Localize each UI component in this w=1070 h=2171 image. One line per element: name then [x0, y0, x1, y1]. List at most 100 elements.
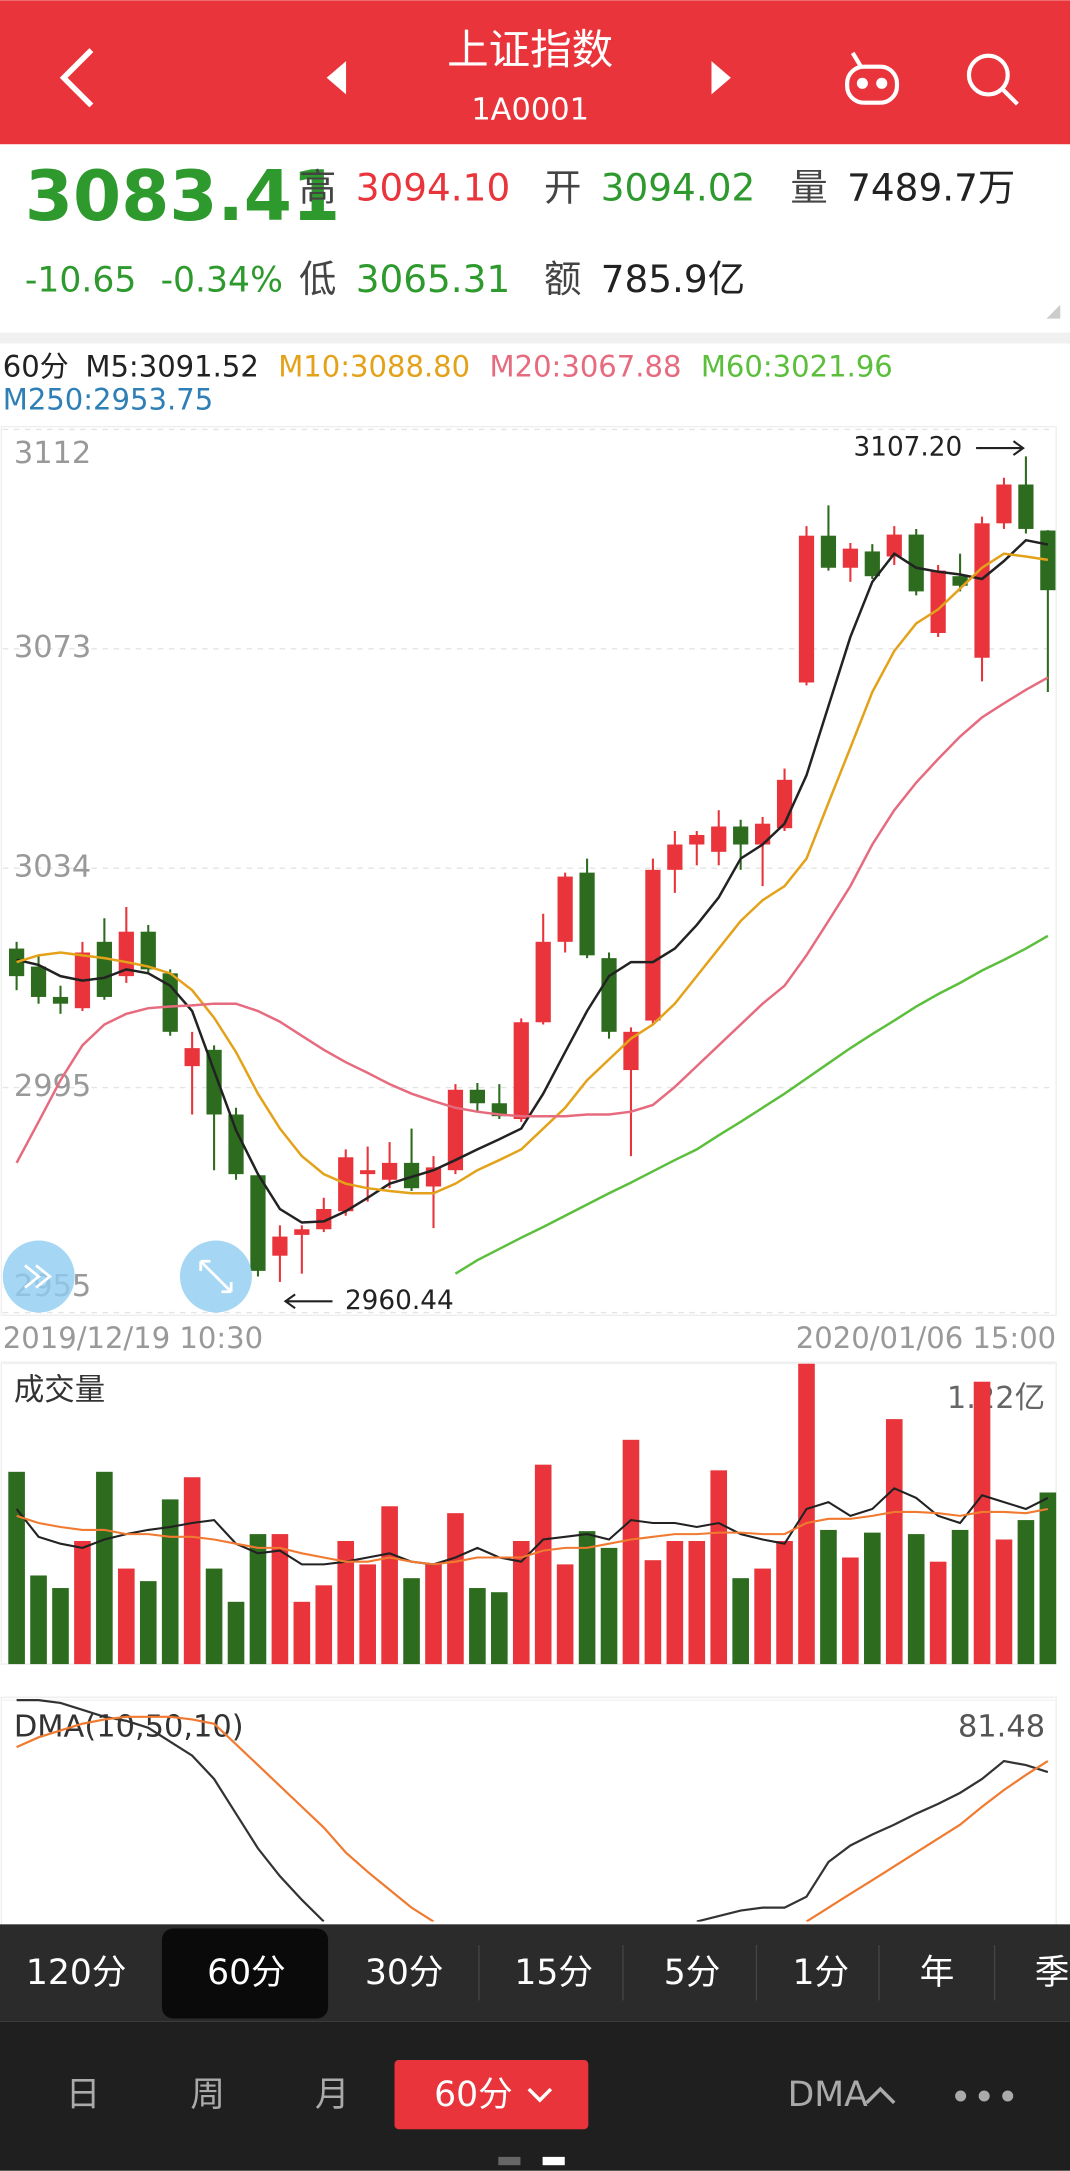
period-tab[interactable]: 30分 [365, 1953, 444, 1993]
candle-body [820, 535, 837, 568]
candle-body [886, 534, 902, 557]
panel-title: DMA(10,50,10) [14, 1709, 244, 1744]
volume-bar [491, 1592, 508, 1665]
day-button[interactable]: 日 [66, 2075, 101, 2115]
plots: 3112307330342995295560分M5:3091.52M10:308… [2, 349, 1057, 1922]
tab-selected-bg [161, 1928, 329, 2019]
candle-body [250, 1175, 266, 1271]
candle-body [689, 834, 705, 845]
volume-bar [644, 1560, 662, 1665]
max-label: 3107.20 [853, 433, 962, 463]
next-button[interactable] [711, 61, 731, 95]
volume-bar [447, 1513, 464, 1665]
y-tick-label: 3112 [14, 436, 91, 471]
candle-body [864, 551, 880, 577]
volume-bar [30, 1575, 47, 1665]
period-tab[interactable]: 1分 [793, 1953, 850, 1993]
candle-body [162, 973, 178, 1032]
candle-body [360, 1170, 376, 1175]
period-tab[interactable]: 5分 [664, 1953, 721, 1993]
period-button[interactable] [394, 2059, 589, 2130]
candle-body [798, 535, 815, 683]
candle-body [579, 872, 595, 956]
volume-bar [666, 1540, 684, 1665]
candle-body [294, 1229, 310, 1235]
candle-body [667, 844, 683, 870]
volume-bar [183, 1477, 201, 1665]
legend-entry: M5:3091.52 [85, 349, 258, 383]
back-button[interactable] [59, 48, 94, 108]
candle-body [118, 931, 134, 977]
min-label: 2960.44 [345, 1286, 454, 1316]
period-label: 60分 [3, 349, 69, 383]
candle-body [974, 523, 990, 658]
volume-bar [864, 1532, 881, 1665]
period-tab[interactable]: 120分 [26, 1953, 127, 1993]
period-tab[interactable]: 季 [1035, 1953, 1070, 1993]
volume-bar [74, 1540, 91, 1665]
candle-body [842, 548, 858, 568]
candle-body [272, 1236, 288, 1256]
ma-line [15, 676, 1049, 1164]
candle-body [403, 1162, 420, 1189]
high-value: 3094.10 [356, 165, 511, 209]
candle-body [601, 958, 617, 1032]
volume-bar [1017, 1520, 1035, 1665]
page-dot [542, 2156, 565, 2166]
period-tab[interactable]: 15分 [514, 1953, 593, 1993]
y-tick-label: 1.22亿 [947, 1381, 1045, 1416]
search-icon[interactable] [966, 53, 1019, 106]
expand-corner[interactable] [1046, 304, 1061, 319]
volume-bar [951, 1529, 969, 1665]
volume-bar [622, 1439, 640, 1665]
y-tick-label: 3034 [14, 850, 91, 885]
month-button[interactable]: 月 [315, 2075, 350, 2115]
week-button[interactable]: 周 [190, 2075, 225, 2115]
volume-bar [8, 1471, 25, 1665]
min-arrow [283, 1293, 333, 1310]
low-label: 低 [299, 257, 336, 301]
candle-body [381, 1162, 398, 1180]
period-button-label: 60分 [434, 2075, 513, 2115]
robot-icon[interactable] [845, 51, 900, 105]
amount-label: 额 [544, 257, 581, 301]
amount-value: 785.9亿 [601, 257, 745, 301]
candle-body [184, 1048, 200, 1067]
high-label: 高 [299, 165, 336, 209]
candle-body [228, 1114, 244, 1175]
volume-bar [798, 1363, 815, 1665]
x-tick-label: 2019/12/19 10:30 [3, 1321, 263, 1355]
ma-line [16, 552, 1049, 1195]
volume-bar [227, 1601, 245, 1665]
period-tab[interactable]: 年 [920, 1953, 955, 1993]
period-tab[interactable]: 60分 [207, 1953, 286, 1993]
legend-entry: M20:3067.88 [490, 349, 682, 383]
volume-bar [118, 1568, 135, 1665]
chevron-down [527, 2087, 553, 2103]
candle-body [1040, 530, 1056, 591]
candle-body [513, 1022, 529, 1120]
separator [0, 332, 1070, 344]
prev-button[interactable] [326, 61, 347, 95]
volume-bar [315, 1585, 333, 1665]
price-panel [0, 425, 1057, 1316]
volume-bar [52, 1588, 69, 1665]
candle-body [1018, 484, 1034, 529]
dma-line [16, 1698, 1049, 1922]
volume-bar [139, 1581, 157, 1665]
more-button[interactable] [955, 2090, 1014, 2102]
panel-title: 成交量 [14, 1373, 105, 1408]
candle-body [908, 534, 924, 592]
candle-body [30, 966, 47, 997]
indicator-button[interactable]: DMA [788, 2075, 868, 2115]
volume-value: 7489.7万 [847, 165, 1015, 209]
candle-body [316, 1209, 332, 1230]
candle-body [755, 823, 771, 845]
volume-bar [249, 1534, 267, 1665]
volume-bar [907, 1534, 925, 1665]
volume-bar [776, 1540, 793, 1665]
volume-bar [600, 1547, 618, 1665]
ma-line [16, 538, 1049, 1224]
candle-body [557, 876, 573, 942]
